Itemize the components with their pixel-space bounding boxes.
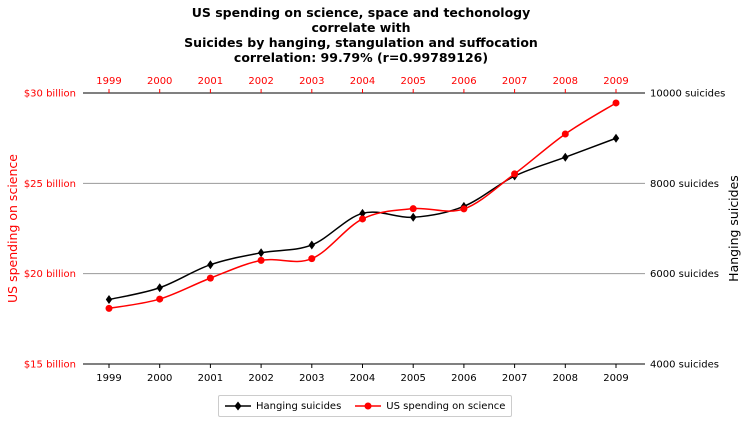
title-line: correlation: 99.79% (r=0.99789126) [233,50,489,65]
x-tick-label-top: 2009 [603,76,628,87]
data-point-diamond [207,260,214,270]
data-point-diamond [308,240,315,250]
left-y-tick-label: $20 billion [24,269,76,280]
x-tick-label-top: 2003 [299,76,324,87]
legend-marker-circle [355,402,382,410]
x-tick-label: 2006 [451,373,476,384]
x-tick-label: 2004 [350,373,375,384]
title-line: correlate with [311,20,411,35]
legend: Hanging suicides US spending on science [218,395,513,417]
series-line [108,102,617,310]
x-tick-label-top: 2001 [198,76,223,87]
legend-label: Hanging suicides [256,400,342,412]
x-tick-label: 1999 [96,373,121,384]
x-tick-label: 2001 [198,373,223,384]
left-y-tick-label: $15 billion [24,360,76,371]
data-point-circle [561,130,569,138]
data-point-diamond [105,295,113,305]
chart-title: US spending on science, space and techon… [0,5,722,65]
data-point-diamond [612,133,620,143]
right-y-tick-label: 4000 suicides [650,360,719,371]
x-tick-label: 2002 [248,373,273,384]
data-point-circle [409,205,417,213]
data-point-diamond [257,248,265,258]
legend-label: US spending on science [386,400,506,412]
data-point-circle [359,215,366,223]
x-tick-label-top: 2007 [502,76,527,87]
x-tick-label: 2007 [502,373,527,384]
right-axis-title: Hanging suicides [726,175,741,282]
legend-item: US spending on science [355,401,505,412]
x-tick-label: 2008 [553,373,578,384]
left-y-tick-label: $30 billion [24,89,76,100]
x-tick-label-top: 2002 [248,76,273,87]
x-tick-label-top: 1999 [96,76,121,87]
x-tick-label-top: 2008 [553,76,578,87]
data-point-diamond [156,283,163,293]
data-point-circle [511,170,519,178]
data-point-circle [206,274,214,282]
title-line: US spending on science, space and techon… [191,5,531,20]
data-point-circle [156,295,164,303]
data-point-circle [257,256,265,264]
title-line: Suicides by hanging, stangulation and su… [184,35,538,50]
data-point-diamond [359,208,366,218]
x-tick-label: 2000 [147,373,172,384]
x-tick-label-top: 2004 [350,76,375,87]
legend-item: Hanging suicides [225,401,341,412]
x-tick-label: 2003 [299,373,324,384]
x-tick-label: 2005 [400,373,425,384]
data-point-circle [308,255,316,263]
legend-marker-diamond [225,401,251,411]
data-point-circle [460,205,468,213]
data-point-circle [612,99,620,107]
data-point-diamond [562,152,569,162]
x-tick-label: 2009 [603,373,628,384]
right-y-tick-label: 8000 suicides [650,179,719,190]
data-point-circle [105,304,113,312]
right-y-tick-label: 10000 suicides [650,89,725,100]
right-y-tick-label: 6000 suicides [650,269,719,280]
x-tick-label-top: 2005 [400,76,425,87]
data-point-diamond [410,212,417,222]
x-tick-label-top: 2006 [451,76,476,87]
x-tick-label-top: 2000 [147,76,172,87]
left-y-tick-label: $25 billion [24,179,76,190]
left-axis-title: US spending on science [5,154,20,303]
